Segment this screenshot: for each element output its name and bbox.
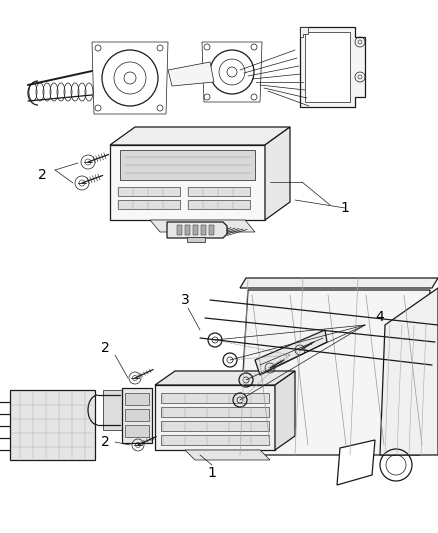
Bar <box>161 407 269 417</box>
Bar <box>177 225 182 235</box>
Polygon shape <box>337 440 375 485</box>
Bar <box>185 225 190 235</box>
Polygon shape <box>185 450 270 460</box>
Polygon shape <box>255 330 327 375</box>
Polygon shape <box>265 127 290 220</box>
Bar <box>188 200 250 209</box>
Polygon shape <box>167 222 227 238</box>
Polygon shape <box>275 371 295 450</box>
Bar <box>120 150 255 180</box>
Polygon shape <box>110 145 265 220</box>
Bar <box>125 409 149 421</box>
Polygon shape <box>305 32 350 102</box>
Bar <box>125 425 149 437</box>
Polygon shape <box>103 390 123 430</box>
Bar <box>209 225 214 235</box>
Polygon shape <box>10 390 95 460</box>
Polygon shape <box>380 288 438 455</box>
Text: 1: 1 <box>208 466 216 480</box>
Bar <box>125 393 149 405</box>
Polygon shape <box>300 27 365 107</box>
Polygon shape <box>150 220 255 232</box>
Polygon shape <box>300 27 308 37</box>
Bar <box>201 225 206 235</box>
Bar <box>187 237 205 242</box>
Text: 2: 2 <box>101 341 110 355</box>
Polygon shape <box>240 278 438 288</box>
Polygon shape <box>155 371 295 385</box>
Text: 4: 4 <box>376 310 385 324</box>
Bar <box>118 187 180 196</box>
Text: 3: 3 <box>180 293 189 307</box>
Bar <box>188 187 250 196</box>
Polygon shape <box>122 388 152 443</box>
Text: 2: 2 <box>38 168 46 182</box>
Text: 1: 1 <box>341 201 350 215</box>
Bar <box>161 393 269 403</box>
Bar <box>161 421 269 431</box>
Bar <box>193 225 198 235</box>
Text: 2: 2 <box>101 435 110 449</box>
Bar <box>161 435 269 445</box>
Bar <box>118 200 180 209</box>
Polygon shape <box>238 290 430 455</box>
Polygon shape <box>168 62 214 86</box>
Polygon shape <box>155 385 275 450</box>
Polygon shape <box>110 127 290 145</box>
